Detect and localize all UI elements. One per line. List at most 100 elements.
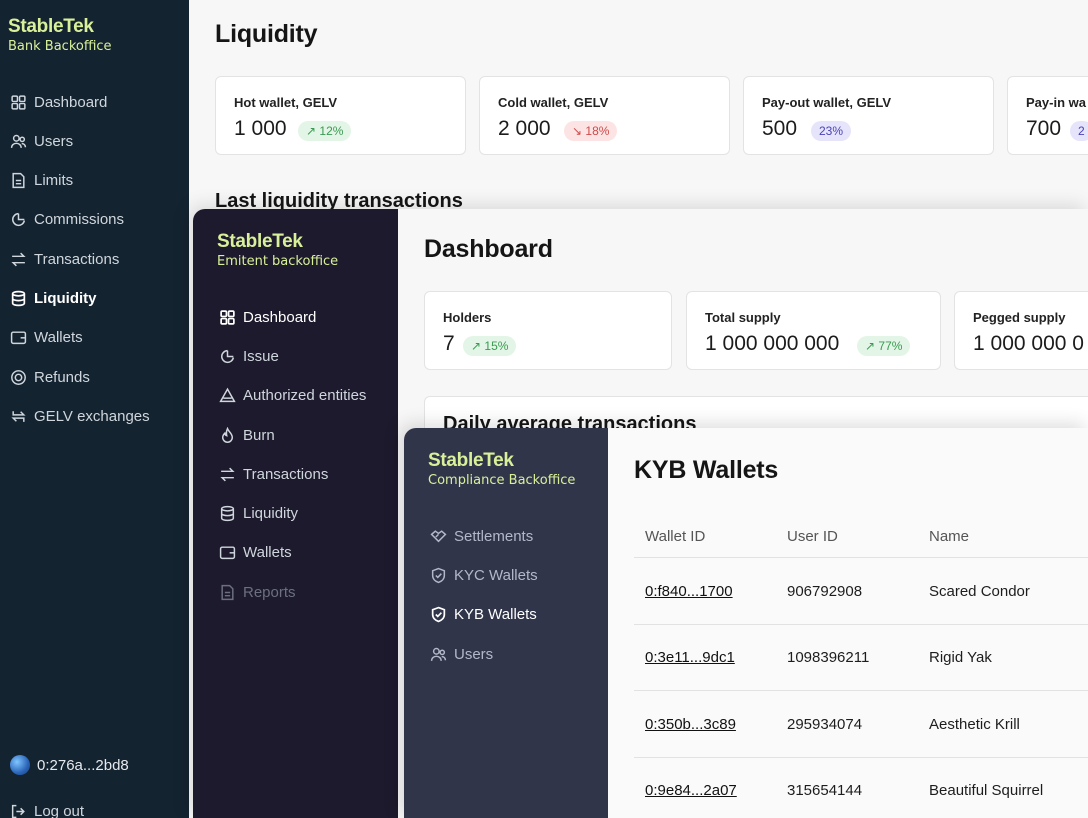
document-icon: [219, 584, 236, 601]
users-icon: [430, 646, 447, 663]
nav-label: Commissions: [34, 211, 125, 228]
bank-nav-wallets[interactable]: Wallets: [10, 329, 83, 346]
brand-logo-text: StableTek: [8, 16, 94, 37]
name-cell: Aesthetic Krill: [929, 716, 1020, 733]
column-header-user-id[interactable]: User ID: [787, 528, 838, 545]
nav-label: Liquidity: [243, 505, 299, 522]
card-label: Total supply: [705, 310, 781, 325]
bank-nav-commissions[interactable]: Commissions: [10, 211, 124, 228]
column-header-name[interactable]: Name: [929, 528, 970, 545]
user-id-cell: 295934074: [787, 716, 863, 733]
brand-subtitle: Emitent backoffice: [217, 254, 339, 269]
bank-nav-gelv-exchanges[interactable]: GELV exchanges: [10, 408, 150, 425]
wallet-id-link[interactable]: 0:3e11...9dc1: [645, 649, 735, 666]
nav-label: Authorized entities: [243, 387, 367, 404]
grid-icon: [10, 94, 27, 111]
card-value: 1 000 000 0: [973, 332, 1084, 355]
compliance-brand: StableTek Compliance Backoffice: [428, 450, 575, 488]
triangle-icon: [219, 387, 236, 404]
commission-icon: [10, 211, 27, 228]
wallet-id-link[interactable]: 0:9e84...2a07: [645, 782, 737, 799]
account-menu[interactable]: 0:276a...2bd8: [10, 755, 129, 775]
user-id-cell: 1098396211: [787, 649, 870, 666]
emitent-nav-authorized-entities[interactable]: Authorized entities: [219, 387, 366, 404]
nav-label: Dashboard: [34, 94, 108, 111]
nav-label: Reports: [243, 584, 296, 601]
compliance-backoffice-window: StableTek Compliance Backoffice Settleme…: [404, 428, 1088, 818]
refund-icon: [10, 369, 27, 386]
trend-badge: ↗ 15%: [463, 336, 517, 356]
nav-label: Refunds: [34, 369, 90, 386]
stat-card-pegged-supply: Pegged supply 1 000 000 0: [954, 291, 1088, 370]
bank-nav-limits[interactable]: Limits: [10, 172, 73, 189]
emitent-nav-burn[interactable]: Burn: [219, 427, 275, 444]
row-divider: [634, 690, 1088, 691]
trend-badge: 23%: [811, 121, 852, 141]
logout-icon: [10, 803, 27, 818]
wallet-id-link[interactable]: 0:350b...3c89: [645, 716, 736, 733]
card-value: 500: [762, 117, 798, 140]
bank-nav-liquidity[interactable]: Liquidity: [10, 290, 97, 307]
nav-label: Burn: [243, 427, 275, 444]
trend-badge: ↘ 18%: [564, 121, 618, 141]
bank-nav-dashboard[interactable]: Dashboard: [10, 94, 107, 111]
document-icon: [10, 172, 27, 189]
nav-label: Issue: [243, 348, 279, 365]
emitent-nav-dashboard[interactable]: Dashboard: [219, 309, 316, 326]
card-label: Cold wallet, GELV: [498, 95, 609, 110]
emitent-nav-liquidity[interactable]: Liquidity: [219, 505, 298, 522]
emitent-nav-issue[interactable]: Issue: [219, 348, 279, 365]
emitent-brand: StableTek Emitent backoffice: [217, 231, 338, 269]
emitent-nav-transactions[interactable]: Transactions: [219, 466, 328, 483]
brand-subtitle: Bank Backoffice: [8, 39, 112, 54]
compliance-nav-kyb-wallets[interactable]: KYB Wallets: [430, 606, 537, 623]
nav-label: Users: [34, 133, 74, 150]
nav-label: KYC Wallets: [454, 567, 538, 584]
brand-logo-text: StableTek: [217, 231, 303, 252]
page-title: Liquidity: [215, 20, 318, 48]
stat-card-holders: Holders 7 ↗ 15%: [424, 291, 672, 370]
compliance-nav-settlements[interactable]: Settlements: [430, 528, 533, 545]
bank-brand: StableTek Bank Backoffice: [8, 16, 112, 54]
card-value: 7: [443, 332, 455, 355]
nav-label: Transactions: [34, 251, 120, 268]
logout-button[interactable]: Log out: [10, 803, 84, 818]
stat-card-payout-wallet: Pay-out wallet, GELV 500 23%: [743, 76, 994, 155]
compliance-nav-users[interactable]: Users: [430, 646, 493, 663]
emitent-nav-reports[interactable]: Reports: [219, 584, 296, 601]
bank-nav-users[interactable]: Users: [10, 133, 73, 150]
wallet-icon: [219, 544, 236, 561]
nav-label: KYB Wallets: [454, 606, 537, 623]
arrows-icon: [10, 251, 27, 268]
card-label: Holders: [443, 310, 492, 325]
nav-label: Dashboard: [243, 309, 317, 326]
card-label: Pegged supply: [973, 310, 1066, 325]
card-value: 2 000: [498, 117, 551, 140]
compliance-nav-kyc-wallets[interactable]: KYC Wallets: [430, 567, 538, 584]
row-divider: [634, 624, 1088, 625]
bank-nav-refunds[interactable]: Refunds: [10, 369, 90, 386]
row-divider: [634, 757, 1088, 758]
globe-avatar-icon: [10, 755, 30, 775]
shield-check-icon: [430, 567, 447, 584]
emitent-nav-wallets[interactable]: Wallets: [219, 544, 292, 561]
card-label: Pay-in wa: [1026, 95, 1086, 110]
wallet-id-link[interactable]: 0:f840...1700: [645, 583, 733, 600]
name-cell: Rigid Yak: [929, 649, 992, 666]
grid-icon: [219, 309, 236, 326]
logout-label: Log out: [34, 803, 85, 818]
user-id-cell: 906792908: [787, 583, 863, 600]
card-value: 1 000: [234, 117, 287, 140]
card-value: 700: [1026, 117, 1062, 140]
stat-card-total-supply: Total supply 1 000 000 000 ↗ 77%: [686, 291, 941, 370]
account-address: 0:276a...2bd8: [37, 756, 129, 774]
stat-card-hot-wallet: Hot wallet, GELV 1 000 ↗ 12%: [215, 76, 466, 155]
card-value: 1 000 000 000: [705, 332, 840, 355]
bank-nav-transactions[interactable]: Transactions: [10, 251, 119, 268]
nav-label: Users: [454, 646, 494, 663]
column-header-wallet-id[interactable]: Wallet ID: [645, 528, 706, 545]
card-label: Pay-out wallet, GELV: [762, 95, 892, 110]
nav-label: GELV exchanges: [34, 408, 150, 425]
wallet-icon: [10, 329, 27, 346]
nav-label: Wallets: [243, 544, 292, 561]
